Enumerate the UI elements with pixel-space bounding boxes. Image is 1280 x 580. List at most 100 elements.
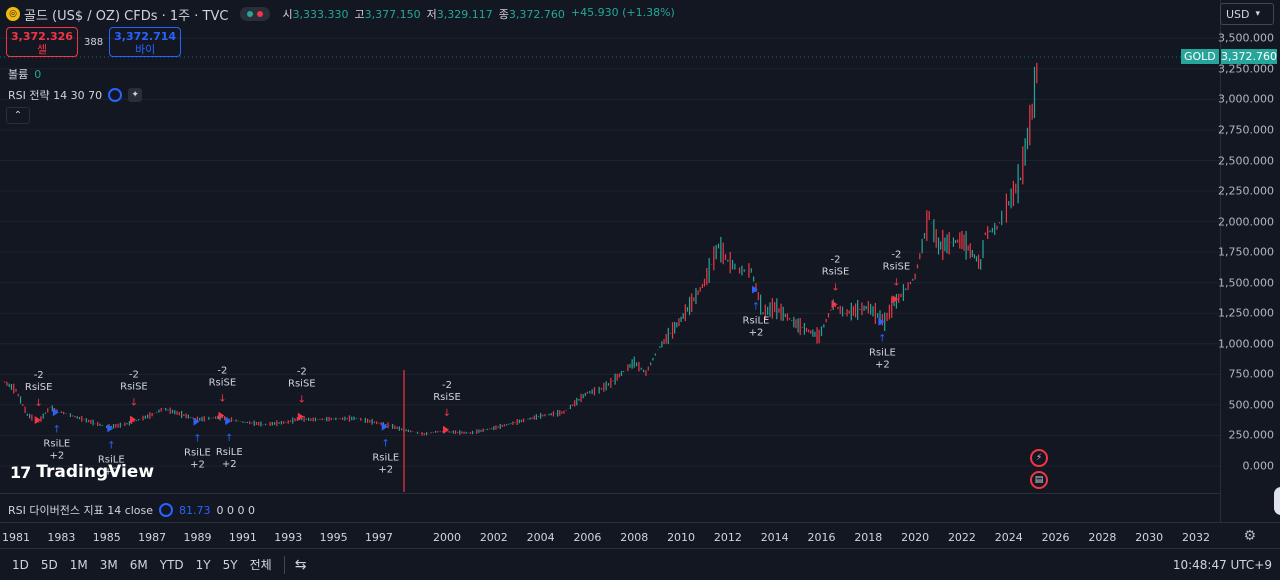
long-signal-label: RsiLE (184, 448, 211, 459)
range-button-전체[interactable]: 전체 (249, 558, 272, 572)
year-tick-label: 1995 (319, 531, 348, 544)
volume-indicator[interactable]: 볼륨 0 (8, 66, 41, 82)
calendar-goto-icon[interactable]: ⇆ (294, 556, 307, 573)
long-signal-arrow-icon: ↑ (752, 302, 760, 313)
year-tick-label: 2024 (994, 531, 1023, 544)
long-signal-qty: +2 (222, 459, 237, 470)
symbol-price-label: GOLD (1181, 49, 1219, 64)
long-entry-marker (107, 424, 114, 433)
volume-label: 볼륨 (8, 68, 29, 81)
symbol-header: ◎ 골드 (US$ / OZ) CFDs · 1주 · TVC 시3,333.3… (6, 4, 675, 24)
range-button-1d[interactable]: 1D (12, 557, 29, 572)
scroll-handle[interactable] (1274, 487, 1280, 515)
range-button-5y[interactable]: 5Y (222, 557, 238, 572)
short-signal-arrow-icon: ↓ (130, 398, 138, 409)
short-signal-qty: -2 (891, 249, 901, 260)
year-tick-label: 2016 (807, 531, 836, 544)
bottom-toolbar: 1D 5D 1M 3M 6M YTD 1Y 5Y 전체 ⇆ 10:48:47 UTC+9 (0, 548, 1280, 580)
range-button-1y[interactable]: 1Y (195, 557, 211, 572)
short-signal-label: RsiSE (209, 378, 237, 389)
ohlc-close: 종3,372.760 (498, 8, 565, 21)
ohlc-high: 고3,377.150 (354, 8, 421, 21)
price-tick-label: 500.000 (1228, 398, 1275, 412)
year-tick-label: 2014 (760, 531, 789, 544)
range-button-6m[interactable]: 6M (129, 557, 148, 572)
year-tick-label: 2010 (667, 531, 696, 544)
divergence-spinner-icon (159, 503, 174, 517)
long-signal-arrow-icon: ↑ (382, 439, 390, 450)
range-button-5d[interactable]: 5D (40, 557, 58, 572)
divergence-label: RSI 다이버전스 지표 14 close (8, 504, 154, 517)
long-signal-qty: +2 (190, 460, 205, 471)
long-signal-qty: +2 (749, 328, 764, 339)
rsi-divergence-legend: RSI 다이버전스 지표 14 close 81.73 0 0 0 0 (8, 502, 255, 518)
price-tick-label: 1,000.000 (1218, 337, 1274, 351)
year-tick-label: 2022 (947, 531, 976, 544)
short-signal-qty: -2 (34, 370, 44, 381)
short-signal-label: RsiSE (433, 392, 461, 403)
year-tick-label: 1987 (138, 531, 167, 544)
price-scale[interactable]: 3,500.000 3,250.000 3,000.000 2,750.000 2,50… (1218, 0, 1280, 522)
last-price-value: 3,372.760 (1221, 49, 1277, 64)
year-tick-label: 2018 (854, 531, 883, 544)
sell-button[interactable]: 3,372.326 셀 (6, 27, 78, 57)
year-tick-label: 2030 (1135, 531, 1164, 544)
year-tick-label: 2020 (901, 531, 930, 544)
price-tick-label: 3,000.000 (1218, 92, 1274, 106)
long-entry-marker (381, 422, 388, 431)
short-entry-marker (831, 300, 838, 309)
price-tick-label: 2,000.000 (1218, 215, 1274, 229)
long-signal-qty: +2 (49, 450, 64, 461)
rsi-strategy-indicator[interactable]: RSI 전략 14 30 70 ✦ (8, 87, 143, 103)
year-tick-label: 1985 (92, 531, 121, 544)
lightning-event-icon[interactable]: ⚡ (1030, 449, 1048, 467)
symbol-title[interactable]: 골드 (US$ / OZ) CFDs · 1주 · TVC (24, 8, 229, 24)
ohlc-values: 시3,333.330 고3,377.150 저3,329.117 종3,372.… (282, 6, 674, 22)
chevron-down-icon: ▾ (1255, 9, 1261, 19)
range-button-ytd[interactable]: YTD (159, 557, 184, 572)
price-tick-label: 2,750.000 (1218, 123, 1274, 137)
year-tick-label: 1991 (228, 531, 257, 544)
toolbar-divider (283, 555, 285, 574)
long-entry-marker (193, 417, 200, 426)
year-tick-label: 2032 (1182, 531, 1210, 544)
market-status-pill[interactable] (240, 7, 271, 21)
long-signal-arrow-icon: ↑ (225, 433, 233, 444)
short-entry-marker (443, 425, 449, 434)
long-entry-marker (225, 417, 232, 426)
collapse-legend-button[interactable]: ⌃ (6, 107, 30, 124)
short-signal-qty: -2 (442, 380, 452, 391)
short-entry-marker (892, 295, 899, 304)
price-chart[interactable]: -2RsiSE↓↑RsiLE+2↑RsiLE+2-2RsiSE↓↑RsiLE+2… (0, 0, 1220, 492)
long-signal-label: RsiLE (216, 447, 243, 458)
time-axis[interactable]: 1981 1983 1985 1987 1989 1991 1993 1995 1997 2000… (0, 522, 1280, 548)
short-signal-label: RsiSE (288, 379, 316, 390)
long-signal-qty: +2 (875, 360, 890, 371)
long-entry-marker (52, 408, 59, 417)
short-signal-arrow-icon: ↓ (443, 408, 451, 419)
range-button-1m[interactable]: 1M (69, 557, 88, 572)
tradingview-logo[interactable]: 17 TradingView (10, 462, 154, 482)
tradingview-logo-text: TradingView (36, 462, 155, 482)
price-tick-label: 250.000 (1228, 428, 1275, 442)
rsi-divergence-pane[interactable]: RSI 다이버전스 지표 14 close 81.73 0 0 0 0 (0, 493, 1220, 522)
range-button-3m[interactable]: 3M (99, 557, 118, 572)
clock[interactable]: 10:48:47 UTC+9 (1172, 558, 1272, 572)
price-tick-label: 2,500.000 (1218, 154, 1274, 167)
magic-wand-icon[interactable]: ✦ (128, 88, 143, 102)
buy-button[interactable]: 3,372.714 바이 (109, 27, 182, 57)
currency-select[interactable]: USD ▾ (1220, 3, 1274, 25)
divergence-value: 81.73 (179, 503, 211, 517)
gear-icon[interactable]: ⚙ (1243, 528, 1256, 544)
us-flag-event-icon[interactable]: ▤ (1030, 471, 1048, 489)
ohlc-open: 시3,333.330 (282, 8, 349, 21)
trade-buttons: 3,372.326 셀 388 3,372.714 바이 (6, 27, 182, 57)
short-signal-qty: -2 (217, 366, 227, 377)
tradingview-logo-icon: 17 (10, 462, 31, 482)
sell-label: 셀 (36, 43, 48, 56)
short-signal-arrow-icon: ↓ (34, 398, 42, 409)
price-tick-label: 750.000 (1228, 367, 1275, 381)
chart-area[interactable]: -2 RsiSE ↓ ↑ RsiLE +2 ↑ RsiLE +2 -2 RsiSE ↓ ↑ RsiLE +2… (0, 0, 1220, 492)
short-signal-label: RsiSE (883, 261, 911, 272)
year-tick-label: 2028 (1088, 531, 1117, 544)
